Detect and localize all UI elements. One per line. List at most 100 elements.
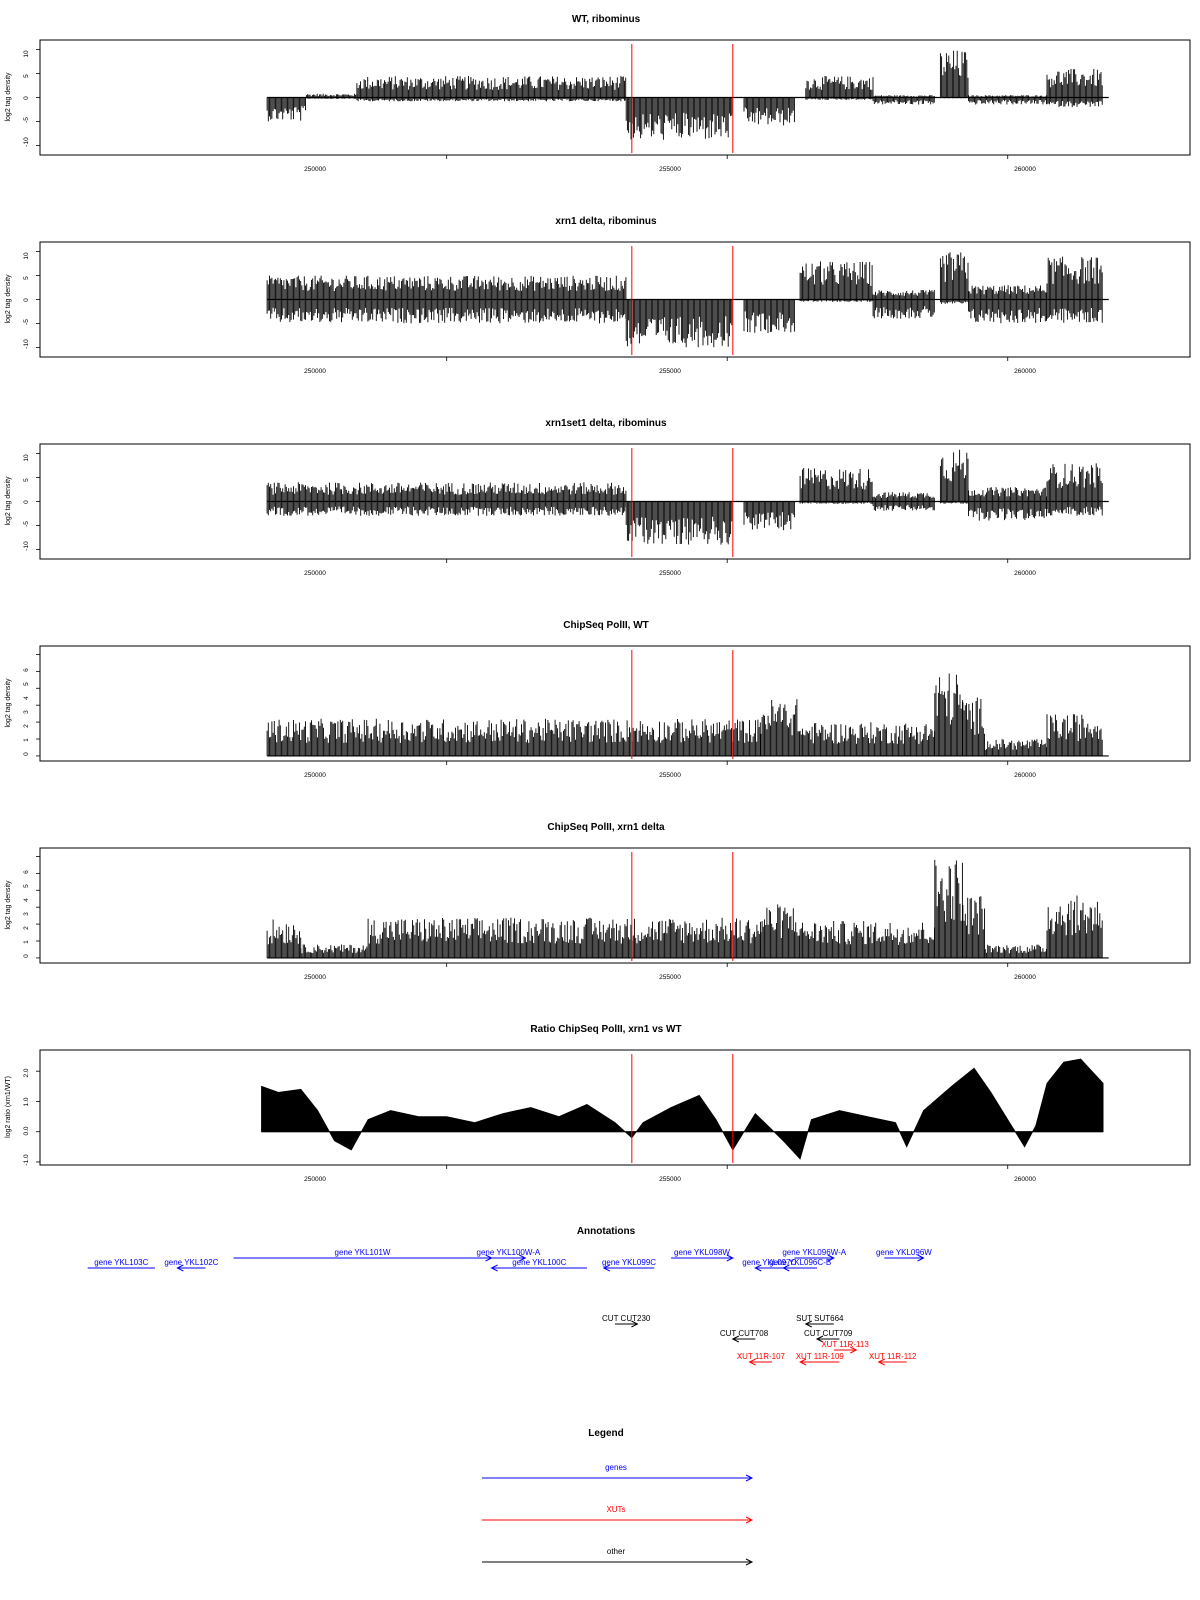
legend-label: XUTs xyxy=(606,1505,625,1514)
arrow-left-icon xyxy=(877,1358,885,1366)
signal-bars xyxy=(305,93,358,99)
signal-bars xyxy=(1046,256,1103,323)
plot-frame xyxy=(39,645,1191,762)
annotation-feature: gene YKL097C xyxy=(742,1258,797,1272)
panel-title: Ratio ChipSeq PolII, xrn1 vs WT xyxy=(530,1024,681,1035)
feature-label: CUT CUT708 xyxy=(720,1329,769,1338)
annotation-feature: gene YKL096W xyxy=(876,1248,932,1262)
signal-bars xyxy=(984,739,1047,756)
y-tick-label: 0 xyxy=(23,298,30,302)
legend-label: other xyxy=(607,1547,626,1556)
annotation-feature: XUT 11R-107 xyxy=(737,1352,786,1366)
signal-bars xyxy=(968,487,1047,521)
arrow-left-icon xyxy=(176,1264,184,1272)
y-tick-label: 2 xyxy=(23,724,30,728)
feature-label: gene YKL102C xyxy=(164,1258,218,1267)
signal-bars xyxy=(872,289,935,319)
arrow-right-icon xyxy=(745,1558,754,1566)
arrow-left-icon xyxy=(815,1335,824,1343)
y-axis-label: log2 tag density xyxy=(5,476,12,526)
y-tick-label: 0 xyxy=(23,752,30,756)
annotation-feature: gene YKL103C xyxy=(87,1258,155,1269)
x-tick-label: 260000 xyxy=(1014,570,1036,577)
annotation-feature: gene YKL098W xyxy=(671,1248,734,1262)
plot-frame xyxy=(39,847,1191,964)
annotation-feature: XUT 11R-109 xyxy=(796,1352,844,1366)
arrow-left-icon xyxy=(731,1335,740,1343)
feature-label: SUT SUT664 xyxy=(796,1314,844,1323)
y-tick-label: -1.0 xyxy=(23,1154,30,1166)
signal-bars xyxy=(266,275,627,324)
annotation-feature: XUT 11R-112 xyxy=(869,1352,917,1366)
panel-4: ChipSeq PolII, WT log2 tag density 0 1 2… xyxy=(5,620,1191,779)
signal-bars xyxy=(799,468,873,504)
x-tick-label: 250000 xyxy=(304,1176,326,1183)
y-axis-label: log2 tag density xyxy=(5,274,12,324)
arrow-right-icon xyxy=(850,1346,858,1354)
y-tick-label: 6 xyxy=(23,870,30,874)
signal-bars xyxy=(743,97,795,126)
arrow-left-icon xyxy=(804,1320,812,1328)
feature-label: gene YKL100C xyxy=(512,1258,566,1267)
y-axis-label: log2 tag density xyxy=(5,72,12,122)
annotation-feature: gene YKL101W xyxy=(233,1248,493,1262)
arrow-right-icon xyxy=(726,1254,734,1262)
feature-label: XUT 11R-107 xyxy=(737,1352,786,1361)
arrow-right-icon xyxy=(745,1516,754,1524)
legend-title: Legend xyxy=(588,1428,624,1439)
y-tick-label: -10 xyxy=(23,137,30,147)
signal-bars xyxy=(934,859,963,958)
plot-area xyxy=(36,241,1191,361)
y-tick-label: 1 xyxy=(23,940,30,944)
signal-bars xyxy=(939,252,969,304)
x-tick-labels: 250000 255000 260000 xyxy=(304,166,1036,173)
signal-bars xyxy=(805,76,874,100)
y-axis-label: log2 tag density xyxy=(5,678,12,728)
y-tick-label: 0 xyxy=(23,500,30,504)
arrow-left-icon xyxy=(782,1264,790,1272)
arrow-right-icon xyxy=(631,1320,639,1328)
x-tick-labels: 250000 255000 260000 xyxy=(304,368,1036,375)
arrow-right-icon xyxy=(485,1254,493,1262)
plot-area xyxy=(36,1049,1191,1169)
x-tick-label: 255000 xyxy=(659,772,681,779)
signal-bars xyxy=(625,501,733,545)
legend-entry: genes xyxy=(482,1463,754,1482)
signal-bars xyxy=(743,501,795,531)
legend: Legend genes XUTs other xyxy=(482,1428,754,1566)
y-tick-label: 10 xyxy=(23,50,30,58)
annotation-feature: gene YKL096C-B xyxy=(769,1258,831,1272)
signal-bars xyxy=(625,97,733,140)
arrow-right-icon xyxy=(745,1474,754,1482)
signal-bars xyxy=(934,673,963,756)
legend-label: genes xyxy=(605,1463,627,1472)
x-tick-labels: 250000 255000 260000 xyxy=(304,1176,1036,1183)
signal-bars xyxy=(968,95,1047,105)
y-tick-label: 1 xyxy=(23,738,30,742)
panel-6: Ratio ChipSeq PolII, xrn1 vs WT log2 rat… xyxy=(5,1024,1191,1183)
annotation-feature: gene YKL099C xyxy=(602,1258,656,1272)
y-tick-label: 5 xyxy=(23,276,30,280)
x-tick-label: 255000 xyxy=(659,974,681,981)
annotation-feature: CUT CUT709 xyxy=(804,1329,853,1343)
signal-bars xyxy=(356,76,627,102)
panel-1: WT, ribominus log2 tag density -10 -5 0 … xyxy=(5,14,1191,173)
legend-entries: genes XUTs other xyxy=(482,1463,754,1566)
y-tick-label: 2.0 xyxy=(23,1068,30,1077)
signal-bars xyxy=(743,299,795,333)
signal-bars xyxy=(1046,463,1103,516)
y-tick-labels: 0 1 2 3 4 5 6 xyxy=(23,668,30,756)
x-tick-label: 255000 xyxy=(659,368,681,375)
y-tick-label: 4 xyxy=(23,696,30,700)
y-tick-label: 4 xyxy=(23,898,30,902)
feature-label: gene YKL097C xyxy=(742,1258,796,1267)
x-tick-labels: 250000 255000 260000 xyxy=(304,974,1036,981)
arrow-right-icon xyxy=(827,1254,835,1262)
signal-bars xyxy=(962,697,985,756)
signal-bars xyxy=(760,699,800,756)
annotation-feature: CUT CUT230 xyxy=(602,1314,651,1328)
y-tick-label: 0 xyxy=(23,954,30,958)
y-axis-label: log2 ratio (xrn1/WT) xyxy=(5,1076,12,1138)
annotation-feature: gene YKL100W-A xyxy=(477,1248,541,1262)
